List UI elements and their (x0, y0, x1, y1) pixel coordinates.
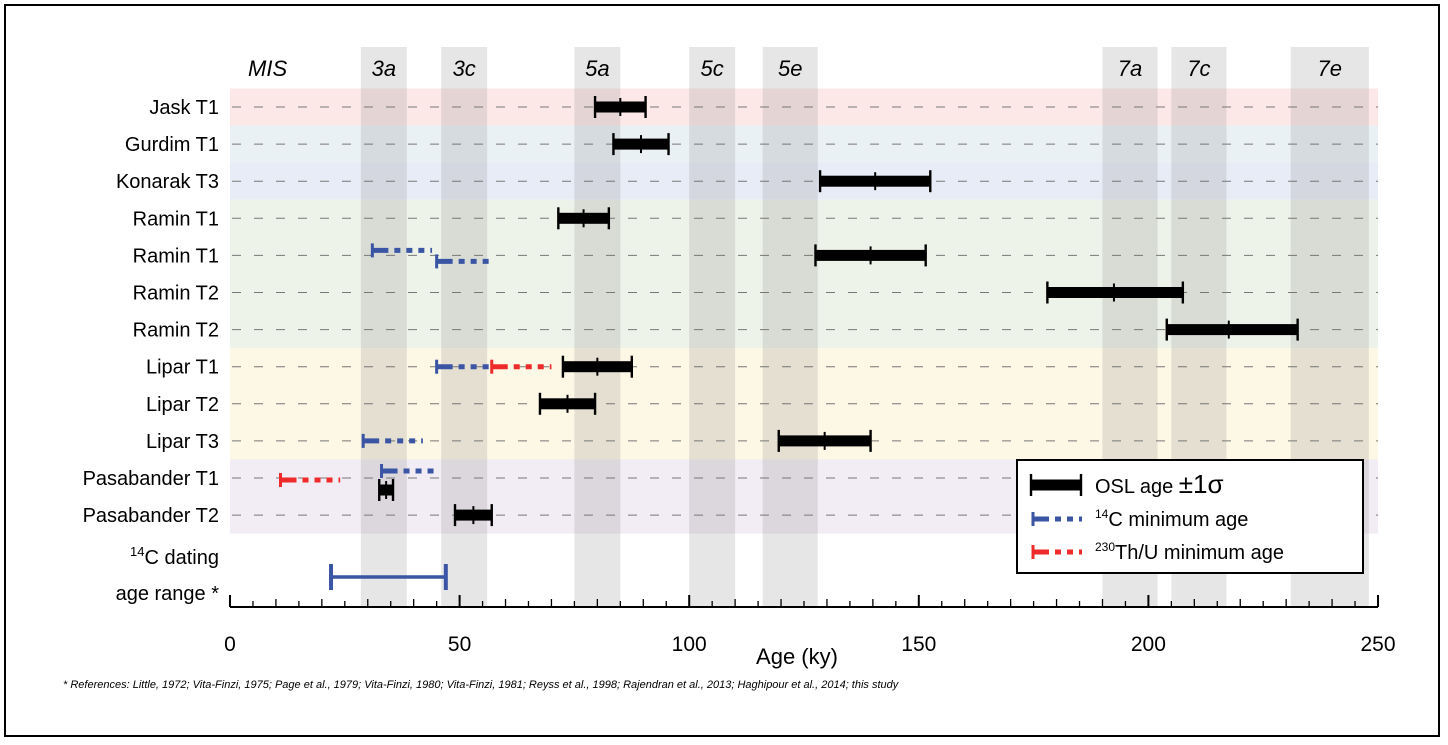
row-label-4: Ramin T1 (133, 245, 219, 267)
c14-range-label-line1: 14C dating (130, 544, 219, 569)
row-label-0: Jask T1 (149, 97, 219, 119)
mis-label-7a: 7a (1118, 56, 1142, 81)
x-tick-label-0: 0 (224, 633, 236, 656)
row-label-3: Ramin T1 (133, 208, 219, 230)
legend-box (1016, 459, 1364, 574)
row-label-9: Lipar T3 (146, 431, 219, 453)
mis-band-3a (360, 47, 407, 607)
mis-label-7e: 7e (1318, 56, 1342, 81)
legend-osl-label: OSL age ±1σ (1095, 469, 1224, 499)
mis-band-5c (689, 47, 736, 607)
mis-band-5e (762, 47, 818, 607)
osl-row-9-0 (777, 429, 872, 452)
x-tick-label-50: 50 (448, 633, 471, 656)
x-axis-label: Age (ky) (756, 644, 838, 669)
legend: OSL age ±1σ 14C minimum age 230Th/U mini… (1016, 459, 1364, 574)
row-label-1: Gurdim T1 (125, 134, 219, 156)
thu-row-7-0 (490, 359, 552, 374)
mis-band-5a (574, 47, 621, 607)
legend-osl-swatch (1029, 474, 1083, 496)
c14-range-label-line2: age range * (116, 583, 220, 605)
osl-row-8-0 (538, 392, 597, 415)
osl-row-5-0-bar (1047, 287, 1183, 298)
osl-row-1-0 (612, 133, 670, 156)
references-footnote: * References: Little, 1972; Vita-Finzi, … (63, 679, 900, 691)
mis-label-3a: 3a (372, 56, 396, 81)
c14-row-4-0 (370, 243, 433, 258)
mis-label-3c: 3c (453, 56, 476, 81)
row-label-8: Lipar T2 (146, 394, 219, 416)
osl-row-5-0 (1046, 281, 1185, 304)
legend-thu-label: 230Th/U minimum age (1095, 540, 1284, 564)
thu-row-10-0 (279, 473, 341, 487)
legend-c14-text: C minimum age (1108, 509, 1248, 531)
mis-label-5a: 5a (585, 56, 609, 81)
legend-osl-text: OSL age (1095, 476, 1179, 498)
c14-range-label-main: C dating (145, 547, 220, 569)
c14-row-10-0 (380, 464, 437, 478)
c14-dating-age-range: 14C dating age range * (116, 544, 448, 605)
mis-label-5e: 5e (778, 56, 802, 81)
row-label-7: Lipar T1 (146, 357, 219, 379)
c14-row-9-0 (361, 433, 423, 448)
x-tick-label-200: 200 (1131, 633, 1166, 656)
x-tick-label-100: 100 (672, 633, 707, 656)
mis-label-7c: 7c (1187, 56, 1210, 81)
row-label-11: Pasabander T2 (83, 505, 219, 527)
osl-row-10-0 (378, 479, 395, 501)
mis-stage-labels: MIS 3a 3c 5a 5c 5e 7a 7c 7e (248, 56, 1342, 81)
row-labels: Jask T1 Gurdim T1 Konarak T3 Ramin T1 Ramin … (83, 97, 219, 527)
mis-header: MIS (248, 56, 287, 81)
osl-row-2-0 (818, 170, 932, 193)
figure-frame (4, 4, 1440, 737)
data-marks (279, 96, 1299, 527)
legend-thu-swatch (1031, 545, 1082, 559)
legend-thu-text: Th/U minimum age (1115, 542, 1284, 564)
mis-label-5c: 5c (701, 56, 724, 81)
osl-row-3-0 (557, 207, 611, 230)
legend-c14-superscript: 14 (1095, 507, 1109, 521)
c14-row-4-1 (435, 254, 492, 269)
osl-row-4-0 (814, 244, 927, 267)
row-label-10: Pasabander T1 (83, 468, 219, 490)
row-label-6: Ramin T2 (133, 320, 219, 342)
osl-row-7-0 (561, 355, 633, 378)
mis-band-3c (441, 47, 488, 607)
osl-row-11-0 (453, 504, 493, 527)
row-group-band-3 (230, 199, 1378, 349)
c14-row-7-0 (435, 359, 492, 374)
row-label-2: Konarak T3 (116, 171, 219, 193)
legend-osl-bar (1031, 479, 1081, 491)
x-tick-label-150: 150 (901, 633, 936, 656)
legend-c14-label: 14C minimum age (1095, 507, 1248, 531)
c14-range-label-superscript: 14 (130, 544, 144, 559)
legend-osl-sigma: ±1σ (1179, 469, 1224, 499)
osl-row-0-0 (593, 96, 647, 118)
legend-c14-swatch (1031, 512, 1082, 526)
x-tick-label-250: 250 (1360, 633, 1395, 656)
row-label-5: Ramin T2 (133, 283, 219, 305)
x-axis: 0 50 100 150 200 250 (224, 595, 1396, 656)
legend-thu-superscript: 230 (1095, 540, 1115, 554)
osl-row-6-0-bar (1166, 324, 1298, 336)
osl-row-6-0 (1165, 318, 1299, 341)
